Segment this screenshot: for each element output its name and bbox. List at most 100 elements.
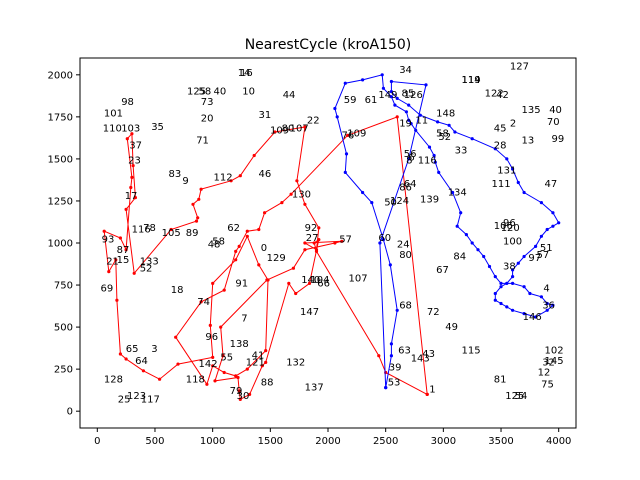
point-label: 27: [306, 233, 319, 244]
data-point: [539, 295, 544, 299]
point-label: 132: [286, 358, 305, 369]
data-point: [361, 190, 365, 195]
data-point: [487, 264, 492, 269]
data-point: [280, 201, 284, 205]
data-point: [433, 160, 437, 164]
data-point: [424, 83, 428, 87]
data-point: [407, 157, 411, 161]
point-label: 19: [399, 119, 412, 130]
data-point: [453, 130, 457, 134]
data-point: [287, 281, 291, 285]
series-line-0: [103, 116, 428, 401]
series-line-1: [334, 74, 560, 388]
point-label: 21: [106, 257, 119, 268]
point-label: 10: [242, 87, 255, 98]
data-point: [114, 258, 118, 262]
data-point: [361, 78, 365, 82]
data-point: [447, 123, 451, 127]
point-label: 142: [199, 359, 218, 370]
point-label: 30: [237, 391, 250, 402]
point-label: 80: [399, 250, 412, 261]
data-point: [464, 233, 468, 237]
data-point: [211, 281, 215, 285]
data-point: [510, 281, 515, 285]
point-label: 123: [127, 391, 146, 402]
data-point: [389, 90, 393, 94]
data-point: [395, 96, 399, 100]
point-label: 38: [503, 262, 516, 273]
point-label: 62: [227, 223, 240, 234]
point-label: 107: [290, 124, 309, 135]
data-point: [370, 201, 374, 205]
data-point: [510, 167, 515, 171]
point-label: 97: [528, 253, 541, 264]
data-point: [229, 179, 233, 183]
data-point: [493, 147, 497, 151]
data-point: [414, 128, 418, 132]
data-point: [266, 278, 270, 282]
data-point: [208, 323, 212, 327]
data-point: [238, 174, 242, 178]
point-label: 49: [445, 322, 458, 333]
x-tick-label: 1500: [258, 436, 283, 447]
data-point: [176, 362, 180, 366]
point-label: 52: [140, 263, 153, 274]
data-point: [505, 157, 509, 161]
data-point: [263, 211, 267, 215]
point-label: 112: [214, 173, 233, 184]
data-point: [295, 179, 299, 183]
data-point: [344, 152, 349, 156]
chart-title: NearestCycle (kroA150): [245, 37, 412, 53]
data-point: [409, 122, 413, 126]
point-label: 39: [389, 363, 402, 374]
data-point: [451, 190, 455, 195]
data-point: [141, 369, 145, 373]
data-point: [191, 202, 195, 206]
point-label: 64: [404, 179, 417, 190]
data-point: [510, 275, 515, 279]
point-label: 51: [540, 243, 553, 254]
data-point: [493, 291, 497, 296]
data-point: [551, 303, 555, 307]
data-point: [257, 263, 261, 267]
y-tick-label: 1750: [48, 112, 73, 123]
data-point: [407, 103, 411, 107]
point-label: 28: [494, 141, 507, 152]
point-label: 75: [541, 379, 554, 390]
point-label: 73: [201, 97, 214, 108]
data-point: [115, 298, 119, 302]
point-label: 32: [542, 358, 555, 369]
point-label: 67: [436, 265, 449, 276]
data-point: [307, 281, 312, 285]
data-point: [380, 73, 384, 77]
point-label: 91: [235, 278, 248, 289]
point-label: 99: [552, 134, 565, 145]
x-tick-label: 3000: [431, 436, 456, 447]
point-label: 117: [141, 395, 160, 406]
data-point: [124, 357, 128, 361]
data-point: [516, 180, 520, 185]
point-label: 71: [196, 136, 209, 147]
point-label: 125: [187, 87, 206, 98]
data-point: [289, 192, 293, 196]
point-label: 110: [103, 124, 122, 135]
point-label: 58: [199, 87, 212, 98]
data-point: [437, 170, 441, 174]
point-label: 47: [545, 179, 558, 190]
point-label: 81: [494, 374, 507, 385]
point-label: 114: [462, 75, 481, 86]
point-label: 128: [104, 374, 123, 385]
data-point: [436, 120, 440, 124]
data-point: [377, 354, 381, 358]
data-point: [381, 238, 385, 242]
point-label: 89: [186, 228, 199, 239]
data-point: [219, 325, 223, 329]
data-point: [211, 355, 215, 359]
data-point: [303, 125, 307, 129]
data-point: [432, 153, 436, 158]
point-label: 98: [121, 97, 134, 108]
data-point: [459, 211, 463, 215]
y-tick-label: 1250: [48, 196, 73, 207]
data-point: [303, 248, 307, 252]
point-label: 109: [347, 129, 366, 140]
